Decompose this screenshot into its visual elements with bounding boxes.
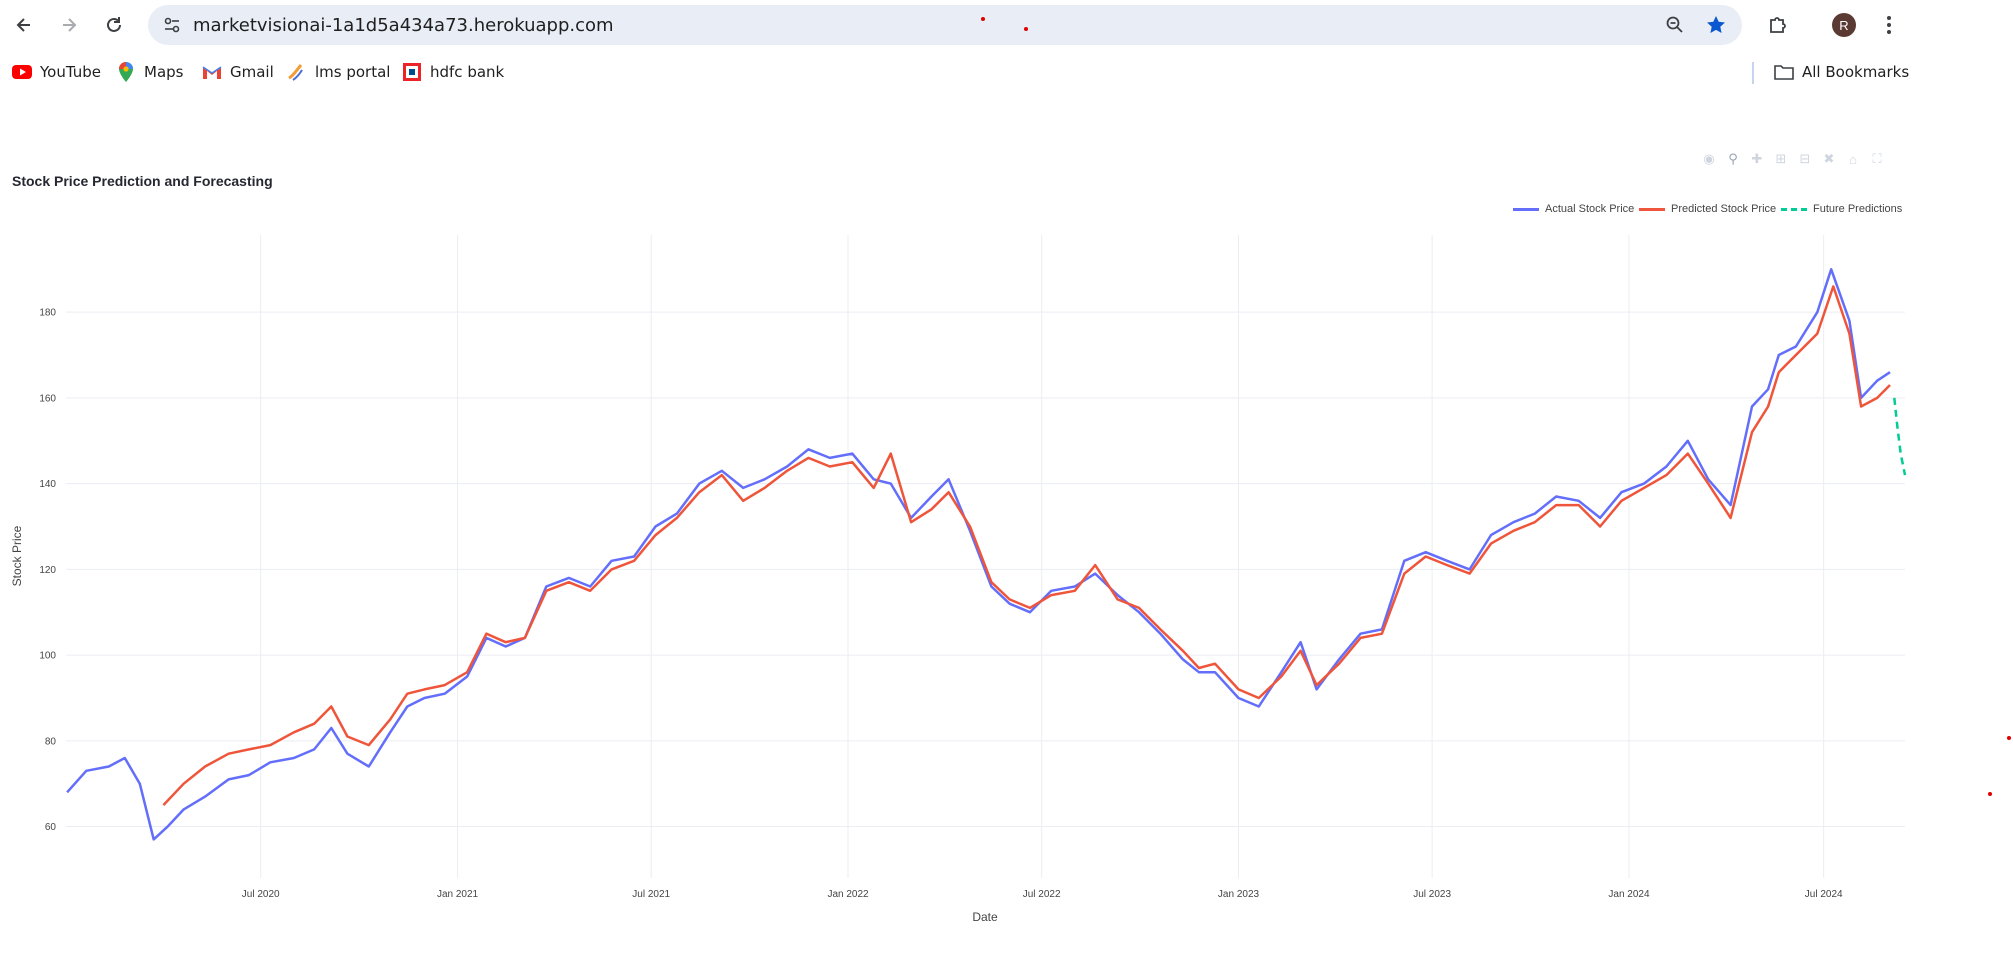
youtube-icon <box>12 62 32 82</box>
pan-icon[interactable]: ✚ <box>1751 151 1763 166</box>
hdfc-icon <box>402 62 422 82</box>
camera-icon[interactable]: ◉ <box>1703 151 1715 166</box>
bookmark-hdfc-bank[interactable]: hdfc bank <box>402 61 504 83</box>
bookmark-youtube[interactable]: YouTube <box>12 61 101 83</box>
zoom-out-icon[interactable]: ⊟ <box>1799 151 1811 166</box>
y-tick-label: 100 <box>39 651 56 662</box>
y-tick-label: 120 <box>39 565 56 576</box>
menu-button[interactable] <box>1874 10 1904 40</box>
legend-label: Future Predictions <box>1813 203 1903 215</box>
legend-swatch <box>1513 207 1539 211</box>
extensions-button[interactable] <box>1763 10 1793 40</box>
red-dot <box>2007 736 2011 740</box>
zoom-indicator-button[interactable] <box>1663 13 1687 37</box>
bookmarks-bar: YouTube Maps Gmail lms portal hdfc bank … <box>0 50 2013 94</box>
all-bookmarks-label: All Bookmarks <box>1802 63 1910 81</box>
forward-button[interactable] <box>54 10 84 40</box>
bookmark-gmail[interactable]: Gmail <box>202 61 274 83</box>
y-tick-label: 180 <box>39 308 56 319</box>
x-tick-label: Jan 2021 <box>437 889 479 900</box>
x-tick-label: Jul 2021 <box>632 889 670 900</box>
red-dot <box>1988 792 1992 796</box>
bookmark-label: lms portal <box>315 63 391 81</box>
maps-icon <box>116 62 136 82</box>
plot-modebar: ◉ ⚲ ✚ ⊞ ⊟ ✖ ⌂ ⛶ <box>1700 150 1886 168</box>
bookmark-maps[interactable]: Maps <box>116 61 183 83</box>
series-line-0[interactable] <box>66 268 1891 841</box>
lms-icon <box>287 62 307 82</box>
folder-icon <box>1774 62 1794 82</box>
bookmark-lms-portal[interactable]: lms portal <box>287 61 390 83</box>
y-tick-label: 60 <box>45 822 57 833</box>
y-tick-label: 160 <box>39 393 56 404</box>
y-tick-label: 140 <box>39 479 56 490</box>
grid <box>66 235 1905 878</box>
bookmarks-separator <box>1752 62 1754 84</box>
legend-item-future[interactable]: Future Predictions <box>1781 201 1902 217</box>
bookmark-label: Gmail <box>230 63 274 81</box>
x-tick-label: Jan 2022 <box>827 889 869 900</box>
chart-title: Stock Price Prediction and Forecasting <box>12 173 273 189</box>
red-dot <box>1024 27 1028 31</box>
x-tick-label: Jul 2023 <box>1413 889 1451 900</box>
red-dot <box>981 17 985 21</box>
zoom-icon[interactable]: ⚲ <box>1728 151 1738 166</box>
x-tick-label: Jul 2024 <box>1805 889 1843 900</box>
three-dots-icon <box>1887 16 1891 34</box>
legend-swatch <box>1639 207 1665 211</box>
x-axis-label: Date <box>972 910 998 924</box>
legend-label: Predicted Stock Price <box>1671 203 1777 215</box>
browser-toolbar: marketvisionai-1a1d5a434a73.herokuapp.co… <box>0 0 2013 50</box>
star-icon <box>1707 16 1725 33</box>
avatar: R <box>1832 13 1856 37</box>
autoscale-icon[interactable]: ✖ <box>1823 151 1835 166</box>
zoom-in-icon[interactable]: ⊞ <box>1775 151 1787 166</box>
legend-item-actual[interactable]: Actual Stock Price <box>1513 201 1634 217</box>
all-bookmarks-button[interactable]: All Bookmarks <box>1774 61 1909 83</box>
fullscreen-icon[interactable]: ⛶ <box>1872 151 1882 166</box>
url-text[interactable]: marketvisionai-1a1d5a434a73.herokuapp.co… <box>193 15 614 36</box>
series-line-2[interactable] <box>1893 397 1907 476</box>
address-bar[interactable]: marketvisionai-1a1d5a434a73.herokuapp.co… <box>148 5 1742 45</box>
back-arrow-icon <box>16 18 30 32</box>
bookmark-star-button[interactable] <box>1704 13 1728 37</box>
tune-icon <box>164 17 180 33</box>
y-tick-label: 80 <box>45 736 57 747</box>
zoom-out-magnifier-icon <box>1666 16 1683 33</box>
series-line-1[interactable] <box>162 285 1891 806</box>
series-lines <box>66 268 1907 841</box>
profile-button[interactable]: R <box>1829 10 1859 40</box>
x-tick-label: Jul 2022 <box>1023 889 1061 900</box>
bookmark-label: hdfc bank <box>430 63 505 81</box>
axis-ticks: 60 80 100 120 140 160 180 Jul 2020 Jan 2021 Jul 2… <box>39 308 1843 900</box>
x-tick-label: Jan 2024 <box>1608 889 1650 900</box>
reload-icon <box>107 17 121 32</box>
legend-swatch <box>1781 207 1807 211</box>
reset-axes-icon[interactable]: ⌂ <box>1849 151 1857 167</box>
site-info-button[interactable] <box>158 11 186 39</box>
reload-button[interactable] <box>99 10 129 40</box>
x-tick-label: Jul 2020 <box>242 889 280 900</box>
gmail-icon <box>202 62 222 82</box>
bookmark-label: Maps <box>144 63 184 81</box>
legend-item-predicted[interactable]: Predicted Stock Price <box>1639 201 1776 217</box>
y-axis-label: Stock Price <box>10 525 24 586</box>
forward-arrow-icon <box>63 18 77 32</box>
legend-label: Actual Stock Price <box>1545 203 1635 215</box>
puzzle-icon <box>1770 17 1786 33</box>
back-button[interactable] <box>9 10 39 40</box>
bookmark-label: YouTube <box>40 63 101 81</box>
x-tick-label: Jan 2023 <box>1218 889 1260 900</box>
